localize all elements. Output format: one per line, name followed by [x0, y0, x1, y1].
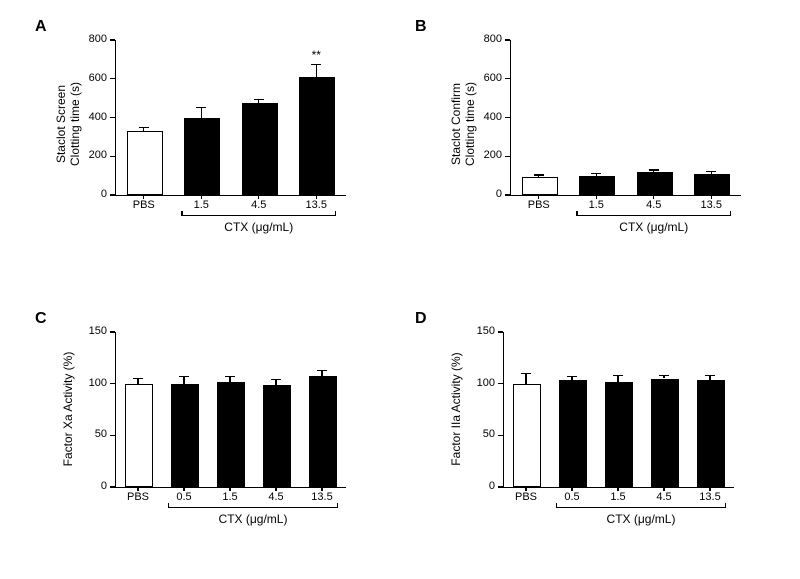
bar-B-1 [579, 176, 615, 195]
xtick-D-4: 13.5 [690, 491, 730, 503]
bar-A-1 [184, 118, 220, 195]
xtick-B-2: 4.5 [634, 199, 674, 211]
bar-A-0 [127, 131, 163, 195]
ytick-A-0: 0 [75, 188, 107, 200]
panel-label-A: A [35, 18, 47, 36]
xtick-C-3: 4.5 [256, 491, 296, 503]
bar-D-2 [605, 382, 634, 487]
ytick-A-600: 600 [75, 72, 107, 84]
ytick-B-0: 0 [470, 188, 502, 200]
ytick-B-800: 800 [470, 33, 502, 45]
ytick-D-0: 0 [463, 480, 495, 492]
bar-B-0 [522, 177, 558, 195]
bar-C-3 [263, 385, 292, 487]
xtick-A-1: 1.5 [181, 199, 221, 211]
ytick-A-400: 400 [75, 111, 107, 123]
ytick-C-150: 150 [75, 325, 107, 337]
bar-B-2 [637, 172, 673, 195]
ytick-D-50: 50 [463, 428, 495, 440]
xtick-D-3: 4.5 [644, 491, 684, 503]
panel-label-C: C [35, 310, 47, 328]
bar-D-3 [651, 379, 680, 488]
ytick-C-0: 0 [75, 480, 107, 492]
xtick-C-2: 1.5 [210, 491, 250, 503]
bar-C-2 [217, 382, 246, 487]
xtick-B-3: 13.5 [691, 199, 731, 211]
ytick-B-600: 600 [470, 72, 502, 84]
xtick-B-1: 1.5 [576, 199, 616, 211]
ytick-B-400: 400 [470, 111, 502, 123]
bar-D-0 [513, 384, 542, 487]
panel-label-B: B [415, 18, 427, 36]
ytick-C-50: 50 [75, 428, 107, 440]
xtick-D-1: 0.5 [552, 491, 592, 503]
plot-D [503, 332, 734, 488]
bar-C-4 [309, 376, 338, 487]
xtick-A-0: PBS [124, 199, 164, 211]
bar-C-0 [125, 384, 154, 487]
bar-A-2 [242, 103, 278, 195]
plot-C [115, 332, 346, 488]
group-label-A: CTX (μg/mL) [199, 220, 319, 234]
bar-D-4 [697, 380, 726, 487]
bar-D-1 [559, 380, 588, 487]
group-label-B: CTX (μg/mL) [594, 220, 714, 234]
group-label-C: CTX (μg/mL) [193, 512, 313, 526]
xtick-A-3: 13.5 [296, 199, 336, 211]
plot-B [510, 40, 741, 196]
xtick-D-0: PBS [506, 491, 546, 503]
panel-label-D: D [415, 310, 427, 328]
xtick-C-4: 13.5 [302, 491, 342, 503]
ytick-D-100: 100 [463, 377, 495, 389]
y-axis-label-C: Factor Xa Activity (%) [61, 339, 75, 479]
ytick-D-150: 150 [463, 325, 495, 337]
ytick-B-200: 200 [470, 149, 502, 161]
bar-B-3 [694, 174, 730, 195]
xtick-A-2: 4.5 [239, 199, 279, 211]
xtick-C-0: PBS [118, 491, 158, 503]
xtick-B-0: PBS [519, 199, 559, 211]
y-axis-label-D: Factor IIa Activity (%) [449, 339, 463, 479]
xtick-C-1: 0.5 [164, 491, 204, 503]
bar-C-1 [171, 384, 200, 487]
ytick-A-200: 200 [75, 149, 107, 161]
sig-A-3: ** [301, 48, 331, 62]
bar-A-3 [299, 77, 335, 195]
group-label-D: CTX (μg/mL) [581, 512, 701, 526]
xtick-D-2: 1.5 [598, 491, 638, 503]
figure-root: AStaclot Screen Clotting time (s)0200400… [0, 0, 800, 579]
ytick-A-800: 800 [75, 33, 107, 45]
ytick-C-100: 100 [75, 377, 107, 389]
